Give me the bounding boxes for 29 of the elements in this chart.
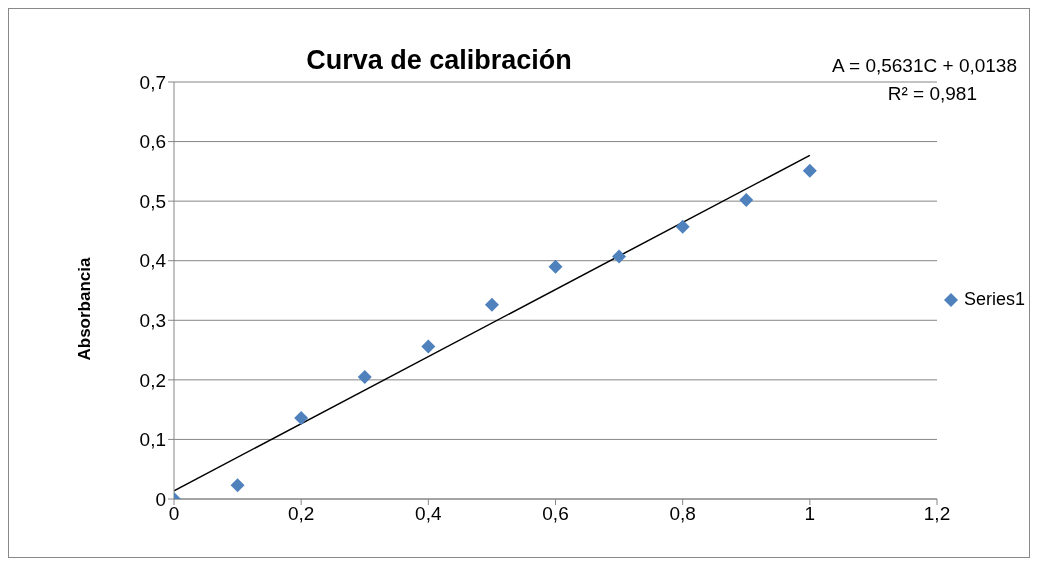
y-tick-label: 0,5 <box>139 190 166 212</box>
point <box>421 339 436 354</box>
point <box>675 219 690 234</box>
x-tick-label: 0,6 <box>542 503 569 525</box>
y-tick-label: 0,7 <box>139 71 166 93</box>
chart-title: Curva de calibración <box>306 45 572 75</box>
x-tick-label: 1 <box>804 503 816 525</box>
point <box>357 369 372 384</box>
annotation: R² = 0,981 <box>887 83 977 105</box>
text: A = 0,5631C + 0,0138 <box>832 55 1017 77</box>
point <box>484 297 499 312</box>
point <box>548 259 563 274</box>
y-tick-label: 0 <box>155 488 166 510</box>
point <box>739 192 754 207</box>
y-tick-label: 0,6 <box>139 131 166 153</box>
point <box>294 410 309 425</box>
y-tick-label: 0,3 <box>139 310 166 332</box>
point <box>612 249 627 264</box>
x-tick-label: 0,8 <box>669 503 696 525</box>
y-tick-label: 0,4 <box>139 250 167 272</box>
y-tick-label: 0,2 <box>139 369 166 391</box>
legend-label: Series1 <box>963 289 1025 310</box>
x-tick-label: 0,2 <box>287 503 315 525</box>
point <box>230 478 245 493</box>
point <box>802 163 817 178</box>
y-tick-label: 0,1 <box>139 429 166 451</box>
x-tick-label: 0,4 <box>415 503 442 525</box>
y-axis-title: Absorbancia <box>75 257 95 361</box>
x-tick-label: 1,2 <box>923 503 951 525</box>
